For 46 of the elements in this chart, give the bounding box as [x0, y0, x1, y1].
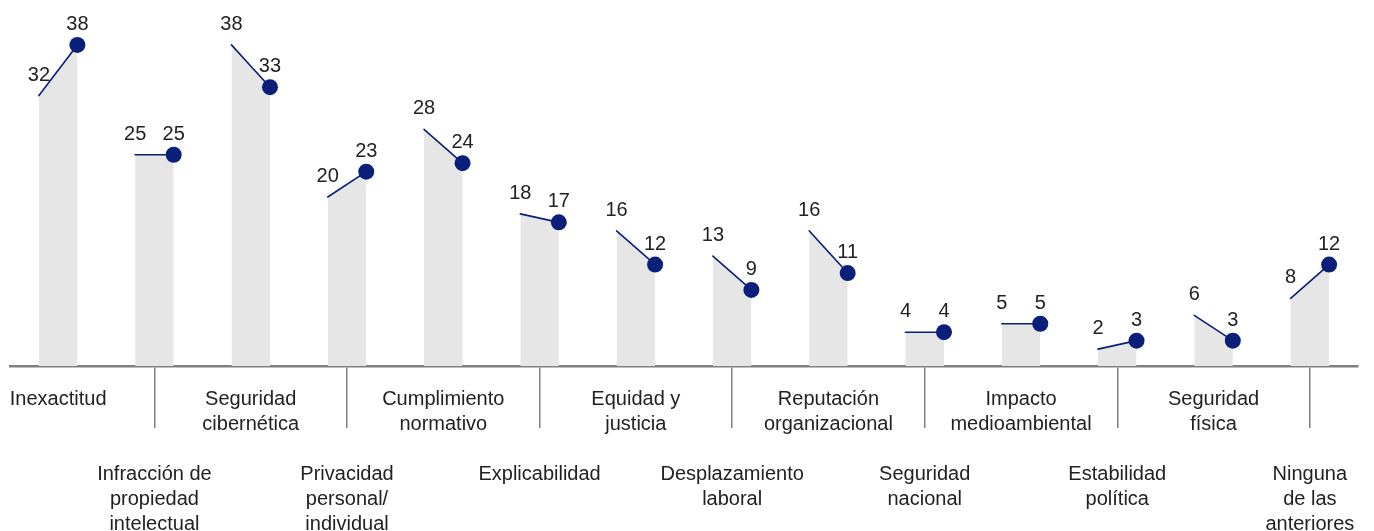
x-tick-label: Impacto medioambiental: [950, 387, 1092, 435]
x-tick-label: Estabilidad política: [1068, 462, 1167, 510]
data-label: 6: [1188, 282, 1200, 305]
x-tick-label: Reputación organizacional: [763, 387, 893, 435]
data-label: 16: [605, 197, 628, 220]
x-tick-label: Desplazamiento laboral: [660, 462, 804, 510]
data-label: 18: [509, 180, 532, 203]
point: [935, 324, 952, 341]
data-label: 17: [547, 189, 570, 212]
data-label: 4: [938, 299, 950, 322]
x-tick-label: Infracción de propiedad intelectual: [97, 462, 212, 531]
data-label: 3: [1130, 307, 1143, 330]
point: [69, 36, 86, 53]
data-label: 8: [1285, 265, 1297, 288]
data-label: 4: [899, 299, 912, 322]
data-label: 23: [355, 138, 378, 161]
data-label: 5: [1034, 290, 1046, 313]
data-label: 12: [1317, 231, 1341, 254]
data-label: 33: [258, 54, 282, 77]
data-label: 9: [745, 256, 757, 279]
data-label: 38: [220, 11, 243, 34]
x-tick-label: Equidad y justicia: [591, 387, 681, 435]
x-tick-label: Cumplimiento normativo: [382, 387, 505, 435]
x-tick-label: Inexactitud: [9, 387, 107, 410]
data-label: 20: [316, 164, 339, 186]
x-tick-label: Explicabilidad: [478, 462, 601, 485]
x-tick-label: Privacidad personal/ individual: [300, 462, 394, 531]
data-label: 25: [124, 121, 147, 144]
data-label: 16: [798, 197, 821, 220]
data-label: 3: [1227, 307, 1239, 330]
x-tick-label: Ninguna de las anteriores: [1265, 462, 1355, 531]
data-label: 28: [412, 96, 436, 119]
x-tick-label: Seguridad cibernética: [202, 387, 300, 435]
data-label: 13: [701, 223, 725, 246]
data-label: 25: [162, 121, 185, 144]
data-label: 12: [643, 231, 667, 254]
x-tick-label: Seguridad nacional: [879, 462, 971, 510]
point: [165, 146, 182, 163]
data-label: 38: [66, 11, 89, 34]
data-label: 2: [1092, 316, 1104, 339]
x-tick-label: Seguridad física: [1167, 387, 1260, 435]
data-label: 5: [996, 290, 1008, 313]
data-label: 11: [837, 240, 859, 263]
data-label: 32: [27, 62, 51, 85]
data-label: 24: [451, 130, 474, 153]
point: [1032, 315, 1049, 332]
